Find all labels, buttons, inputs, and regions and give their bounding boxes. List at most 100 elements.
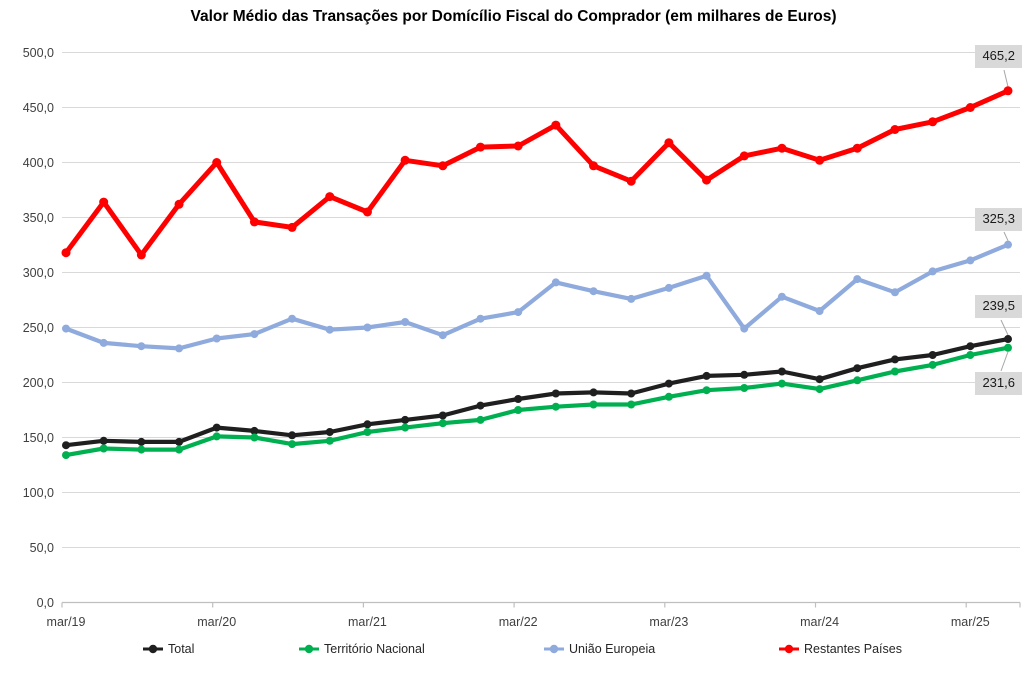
y-axis-labels: 0,0 50,0 100,0 150,0 200,0 250,0 300,0 350,0 400… xyxy=(23,46,54,610)
data-point-marker xyxy=(325,436,334,445)
data-point-marker xyxy=(475,142,485,152)
legend-item-restantes-paises[interactable]: Restantes Países xyxy=(778,642,902,656)
x-tick-label: mar/22 xyxy=(499,615,538,629)
y-tick-label: 300,0 xyxy=(23,266,54,280)
data-point-marker xyxy=(325,428,334,436)
data-point-marker xyxy=(966,342,975,351)
label-leader-line xyxy=(1003,231,1009,241)
y-tick-label: 0,0 xyxy=(37,596,54,610)
data-point-marker xyxy=(249,217,259,227)
y-tick-label: 400,0 xyxy=(23,156,54,170)
legend-marker-restantes-paises-icon xyxy=(779,644,799,654)
data-point-marker xyxy=(99,444,108,453)
chart-title: Valor Médio das Transações por Domícílio… xyxy=(190,8,837,25)
x-tick-label: mar/20 xyxy=(197,615,236,629)
data-point-marker xyxy=(890,125,900,134)
data-point-marker xyxy=(175,437,184,446)
label-leader-line xyxy=(1000,319,1009,336)
data-point-marker xyxy=(175,445,184,454)
data-point-marker xyxy=(664,283,673,292)
data-point-marker xyxy=(589,400,598,409)
data-point-marker xyxy=(99,436,108,445)
data-point-marker xyxy=(363,323,372,332)
data-point-marker xyxy=(815,385,824,394)
data-point-marker xyxy=(363,428,372,436)
data-point-marker xyxy=(890,367,899,376)
legend-item-territorio-nacional[interactable]: Território Nacional xyxy=(298,642,425,656)
data-point-marker xyxy=(250,433,259,442)
data-point-marker xyxy=(1004,343,1012,352)
data-point-marker xyxy=(664,138,674,148)
data-point-marker xyxy=(513,141,523,151)
data-point-marker xyxy=(212,432,221,441)
data-point-marker xyxy=(589,388,598,397)
data-point-marker xyxy=(401,318,410,326)
data-point-marker xyxy=(739,151,749,161)
data-point-marker xyxy=(288,440,297,449)
data-point-marker xyxy=(476,314,485,323)
data-point-marker xyxy=(438,411,447,420)
data-point-marker xyxy=(627,389,636,398)
data-point-marker xyxy=(438,161,448,171)
data-point-marker xyxy=(702,386,711,395)
label-leader-line xyxy=(1000,351,1009,372)
data-point-marker xyxy=(287,222,297,232)
data-point-marker xyxy=(212,158,222,167)
y-tick-label: 450,0 xyxy=(23,101,54,115)
series-total xyxy=(62,335,1012,450)
data-point-marker xyxy=(551,120,561,130)
data-point-marker xyxy=(551,278,560,287)
data-point-marker xyxy=(966,256,975,265)
data-point-marker xyxy=(438,331,447,340)
legend-item-total[interactable]: Total xyxy=(142,642,194,656)
legend-label-uniao-europeia: União Europeia xyxy=(569,642,656,656)
data-point-marker xyxy=(664,392,673,401)
data-point-marker xyxy=(136,250,146,260)
data-point-marker xyxy=(551,389,560,398)
data-point-marker xyxy=(62,451,70,460)
data-point-marker xyxy=(740,370,749,379)
data-point-marker xyxy=(476,401,485,410)
series-line xyxy=(63,242,1011,351)
data-point-marker xyxy=(815,307,824,315)
legend-label-territorio-nacional: Território Nacional xyxy=(324,642,425,656)
data-point-marker xyxy=(212,334,221,343)
y-tick-label: 200,0 xyxy=(23,376,54,390)
legend-marker-territorio-nacional-icon xyxy=(299,644,319,654)
y-tick-label: 250,0 xyxy=(23,321,54,335)
data-point-marker xyxy=(62,441,70,450)
data-label-uniao-europeia: 325,3 xyxy=(975,208,1022,231)
data-point-marker xyxy=(890,355,899,364)
x-tick-label: mar/25 xyxy=(951,615,990,629)
data-point-marker xyxy=(853,275,862,284)
data-point-marker xyxy=(551,402,560,411)
legend-item-uniao-europeia[interactable]: União Europeia xyxy=(543,642,655,656)
legend-marker-uniao-europeia-icon xyxy=(544,644,564,654)
data-point-marker xyxy=(664,379,673,388)
data-point-marker xyxy=(1004,335,1012,344)
label-leader-line xyxy=(1003,69,1009,87)
data-point-marker xyxy=(928,351,937,359)
data-point-marker xyxy=(702,371,711,380)
y-tick-label: 150,0 xyxy=(23,431,54,445)
data-point-marker xyxy=(401,423,410,432)
data-point-marker xyxy=(777,367,786,376)
data-point-marker xyxy=(212,423,221,432)
data-point-marker xyxy=(514,406,523,414)
x-tick-label: mar/19 xyxy=(47,615,86,629)
y-tick-label: 500,0 xyxy=(23,46,54,60)
data-point-marker xyxy=(589,287,598,296)
data-point-marker xyxy=(702,175,712,185)
data-point-marker xyxy=(438,419,447,428)
data-label-total: 239,5 xyxy=(975,295,1022,318)
data-point-marker xyxy=(928,360,937,369)
data-point-marker xyxy=(815,155,825,165)
data-point-marker xyxy=(852,143,862,153)
data-point-marker xyxy=(740,324,749,333)
data-point-marker xyxy=(1004,240,1012,249)
legend-label-total: Total xyxy=(168,642,195,656)
data-point-marker xyxy=(363,420,372,429)
data-point-marker xyxy=(250,426,259,435)
data-point-marker xyxy=(627,400,636,409)
data-point-marker xyxy=(476,415,485,424)
